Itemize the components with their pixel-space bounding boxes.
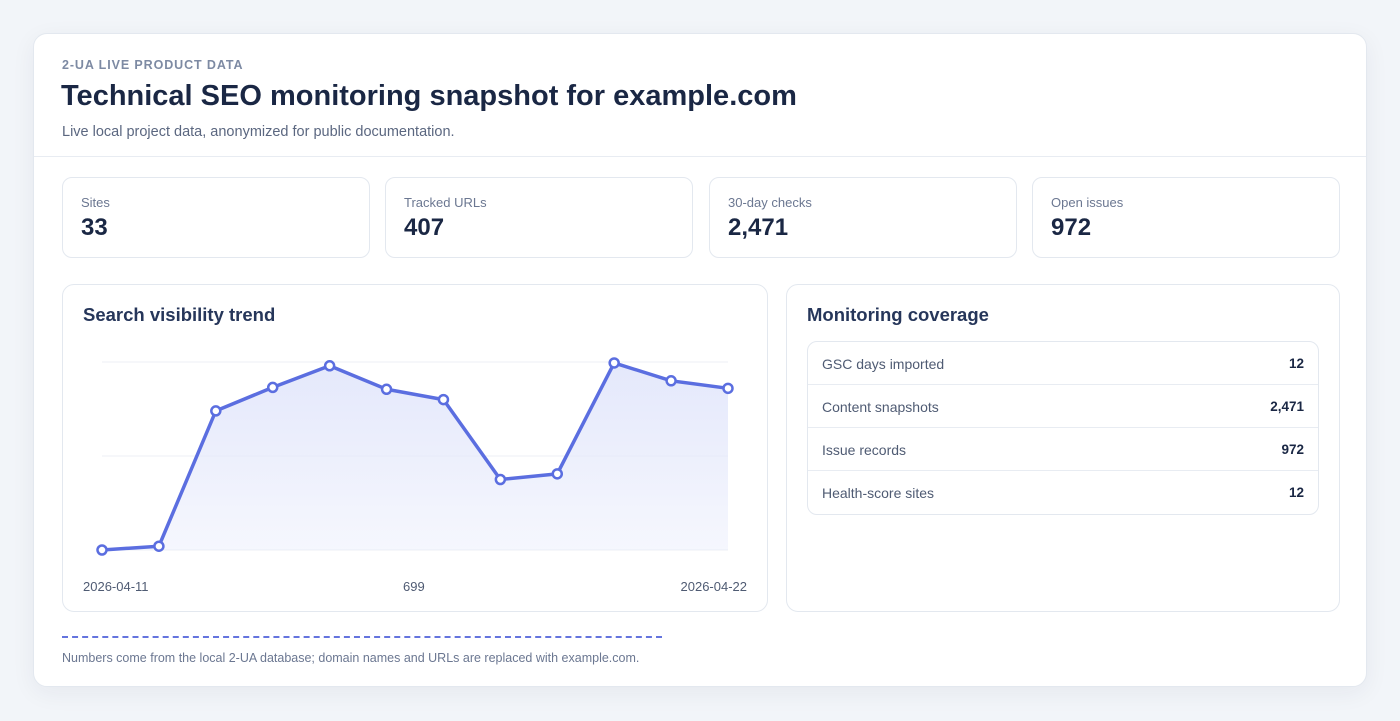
snapshot-card: 2-UA LIVE PRODUCT DATA Technical SEO mon… bbox=[33, 33, 1367, 687]
data-point bbox=[266, 381, 279, 394]
stat-value: 407 bbox=[404, 214, 445, 241]
stat-label: Open issues bbox=[1051, 195, 1124, 210]
stat-value: 33 bbox=[81, 214, 108, 241]
stat-label: Tracked URLs bbox=[404, 195, 487, 210]
data-point bbox=[608, 357, 620, 369]
stat-value: 972 bbox=[1051, 214, 1092, 241]
page-title: Technical SEO monitoring snapshot for ex… bbox=[61, 80, 797, 112]
coverage-list: GSC days imported 12 Content snapshots 2… bbox=[807, 341, 1319, 515]
visibility-chart bbox=[96, 357, 734, 556]
coverage-value: 12 bbox=[1288, 485, 1304, 500]
coverage-value: 972 bbox=[1281, 442, 1304, 457]
footer-divider bbox=[62, 636, 662, 638]
coverage-value: 12 bbox=[1288, 356, 1304, 371]
x-axis-start-label: 2026-04-11 bbox=[83, 579, 149, 594]
coverage-panel: Monitoring coverage GSC days imported 12… bbox=[786, 284, 1340, 612]
data-point bbox=[722, 382, 734, 395]
stat-card-30-day-checks: 30-day checks 2,471 bbox=[709, 177, 1017, 258]
stat-card-open-issues: Open issues 972 bbox=[1032, 177, 1340, 258]
data-point bbox=[665, 375, 677, 387]
stat-value: 2,471 bbox=[728, 214, 789, 241]
data-point bbox=[153, 540, 165, 552]
stat-label: 30-day checks bbox=[728, 195, 812, 210]
data-point bbox=[210, 405, 222, 417]
footnote: Numbers come from the local 2-UA databas… bbox=[62, 651, 640, 665]
coverage-label: Content snapshots bbox=[822, 399, 939, 415]
stat-card-tracked-urls: Tracked URLs 407 bbox=[385, 177, 693, 258]
coverage-label: Issue records bbox=[822, 442, 907, 458]
coverage-label: GSC days imported bbox=[822, 356, 945, 372]
stat-label: Sites bbox=[81, 195, 110, 210]
data-point bbox=[494, 473, 507, 486]
list-item: Content snapshots 2,471 bbox=[808, 385, 1318, 428]
data-point bbox=[437, 393, 450, 406]
eyebrow-label: 2-UA LIVE PRODUCT DATA bbox=[62, 58, 244, 72]
data-point bbox=[96, 544, 108, 556]
x-axis-mid-label: 699 bbox=[403, 579, 425, 594]
data-point bbox=[380, 383, 393, 396]
coverage-value: 2,471 bbox=[1270, 399, 1304, 414]
page-header: 2-UA LIVE PRODUCT DATA Technical SEO mon… bbox=[34, 34, 1366, 157]
trend-panel: Search visibility trend 2026-04-11 699 2… bbox=[62, 284, 768, 612]
x-axis-end-label: 2026-04-22 bbox=[680, 579, 748, 594]
stat-card-sites: Sites 33 bbox=[62, 177, 370, 258]
trend-title: Search visibility trend bbox=[83, 304, 276, 325]
data-point bbox=[323, 360, 336, 372]
coverage-title: Monitoring coverage bbox=[807, 304, 989, 325]
series-line bbox=[101, 361, 729, 552]
list-item: Health-score sites 12 bbox=[808, 471, 1318, 514]
list-item: Issue records 972 bbox=[808, 428, 1318, 471]
data-point bbox=[551, 468, 564, 480]
area-fill bbox=[102, 362, 728, 550]
page-subtitle: Live local project data, anonymized for … bbox=[62, 124, 455, 140]
list-item: GSC days imported 12 bbox=[808, 342, 1318, 385]
coverage-label: Health-score sites bbox=[822, 485, 935, 501]
